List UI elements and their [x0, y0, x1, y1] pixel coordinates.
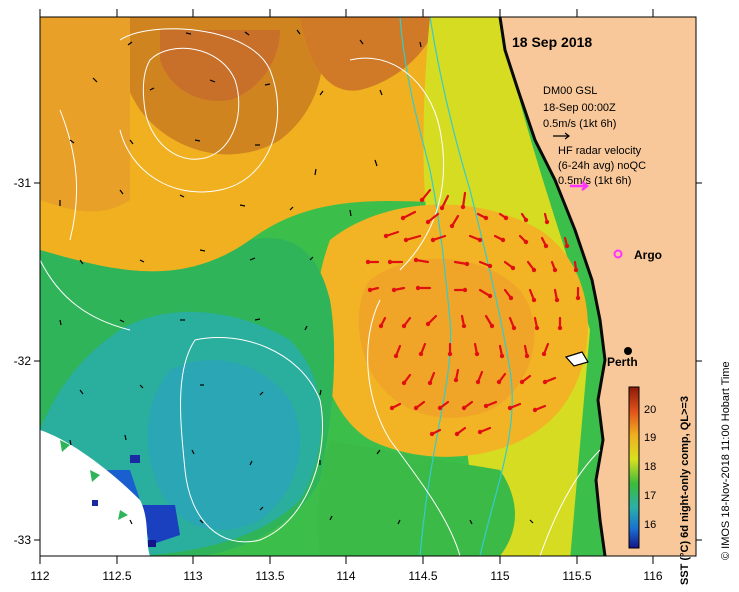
x-tick-label: 114.5	[408, 569, 437, 583]
colorbar-tick: 20	[644, 404, 656, 416]
argo-float-icon	[613, 249, 623, 259]
date-title: 18 Sep 2018	[512, 34, 592, 50]
model-scale-arrow-icon	[553, 132, 570, 140]
x-tick-label: 112.5	[102, 569, 131, 583]
x-tick-label: 115.5	[562, 569, 591, 583]
ssh-contours	[40, 28, 601, 556]
y-tick-label: -32	[14, 354, 32, 368]
model-legend-line-3: 0.5m/s (1kt 6h)	[543, 118, 616, 130]
model-velocity-arrows	[59, 29, 534, 525]
x-tick-label: 116	[643, 569, 662, 583]
model-legend-line-1: DM00 GSL	[543, 85, 597, 97]
imos-credit: © IMOS 18-Nov-2018 11:00 Hobart Time	[720, 361, 732, 560]
y-tick-label: -31	[14, 176, 32, 190]
plot-frame	[39, 16, 697, 557]
x-tick-label: 113.5	[255, 569, 284, 583]
sst-colorbar: 20 19 18 17 16 SST (°C) 6d night-only co…	[628, 386, 691, 585]
argo-label: Argo	[634, 248, 662, 262]
x-tick-label: 114	[336, 569, 355, 583]
model-legend-line-2: 18-Sep 00:00Z	[543, 102, 616, 114]
radar-legend-line-2: (6-24h avg) noQC	[558, 160, 646, 172]
radar-scale-arrow-icon	[570, 181, 590, 191]
x-axis-labels: 112 112.5 113 113.5 114 114.5 115 115.5 …	[30, 569, 662, 583]
hf-radar-arrowheads	[365, 197, 581, 437]
colorbar-tick: 16	[644, 519, 656, 531]
colorbar-tick: 19	[644, 432, 656, 444]
colorbar-gradient	[628, 386, 640, 549]
radar-velocity-legend: HF radar velocity (6-24h avg) noQC 0.5m/…	[558, 145, 646, 191]
perth-label: Perth	[607, 355, 638, 369]
argo-marker: Argo	[613, 248, 662, 262]
sst-field	[40, 17, 696, 556]
y-axis-labels: -31 -32 -33	[14, 176, 32, 547]
colorbar-tick: 18	[644, 461, 656, 473]
colorbar-tick: 17	[644, 490, 656, 502]
x-tick-label: 112	[30, 569, 49, 583]
perth-marker: Perth	[607, 347, 638, 369]
model-velocity-legend: DM00 GSL 18-Sep 00:00Z 0.5m/s (1kt 6h)	[543, 85, 616, 140]
x-tick-label: 115	[490, 569, 509, 583]
axis-ticks	[34, 9, 702, 564]
perth-city-icon	[624, 347, 632, 355]
x-tick-label: 113	[183, 569, 202, 583]
radar-legend-line-3: 0.5m/s (1kt 6h)	[558, 175, 631, 187]
y-tick-label: -33	[14, 533, 32, 547]
radar-legend-line-1: HF radar velocity	[558, 145, 642, 157]
colorbar-label: SST (°C) 6d night-only comp, QL>=3	[679, 396, 691, 585]
